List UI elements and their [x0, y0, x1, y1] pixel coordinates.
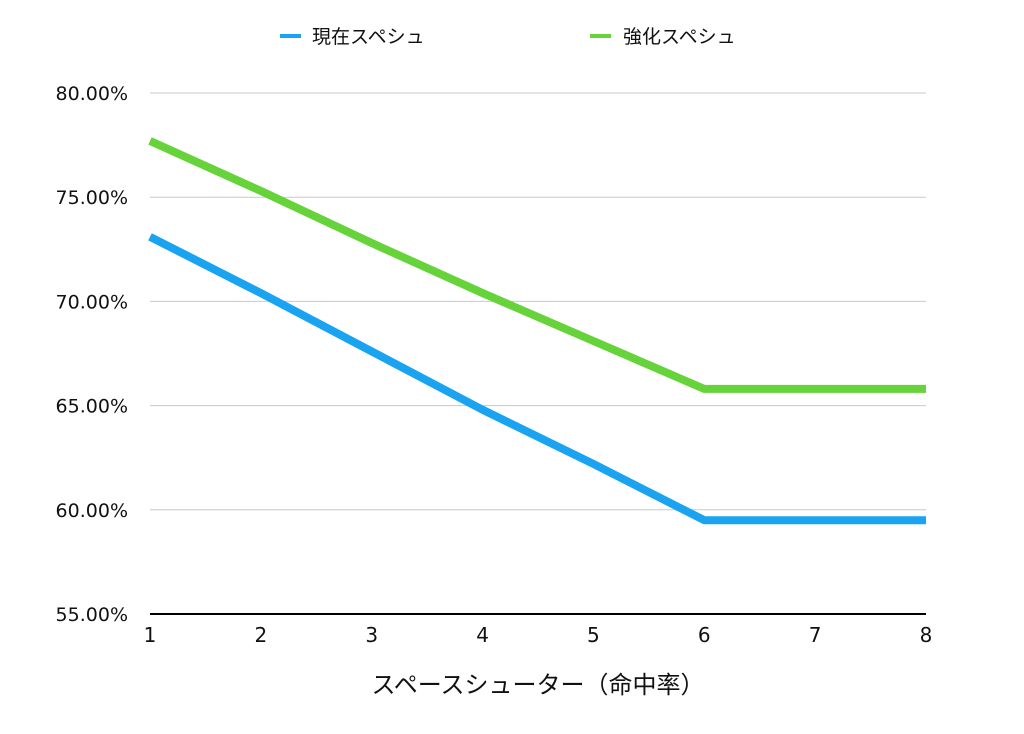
- y-tick-label: 55.00%: [56, 604, 128, 626]
- y-tick-label: 75.00%: [56, 187, 128, 209]
- legend-label-enhanced: 強化スペシュ: [623, 26, 736, 48]
- x-tick-label: 6: [698, 623, 711, 647]
- y-tick-label: 70.00%: [56, 291, 128, 313]
- legend-label-current: 現在スペシュ: [312, 26, 425, 48]
- legend: 現在スペシュ 強化スペシュ: [280, 26, 736, 48]
- x-axis-ticks: 1 2 3 4 5 6 7 8: [144, 623, 933, 647]
- x-tick-label: 5: [587, 623, 600, 647]
- series-line-current: [148, 233, 926, 525]
- y-tick-label: 60.00%: [56, 500, 128, 522]
- x-tick-label: 3: [365, 623, 378, 647]
- x-axis-title: スペースシューター（命中率）: [371, 671, 704, 699]
- x-tick-label: 1: [144, 623, 157, 647]
- x-tick-label: 2: [254, 623, 267, 647]
- y-axis-ticks: 55.00% 60.00% 65.00% 70.00% 75.00% 80.00%: [56, 83, 128, 626]
- y-tick-label: 80.00%: [56, 83, 128, 105]
- series-line-enhanced: [148, 137, 926, 393]
- x-tick-label: 4: [476, 623, 489, 647]
- gridlines: [150, 92, 926, 511]
- x-tick-label: 8: [920, 623, 933, 647]
- x-tick-label: 7: [809, 623, 822, 647]
- y-tick-label: 65.00%: [56, 396, 128, 418]
- series-lines: [148, 137, 926, 525]
